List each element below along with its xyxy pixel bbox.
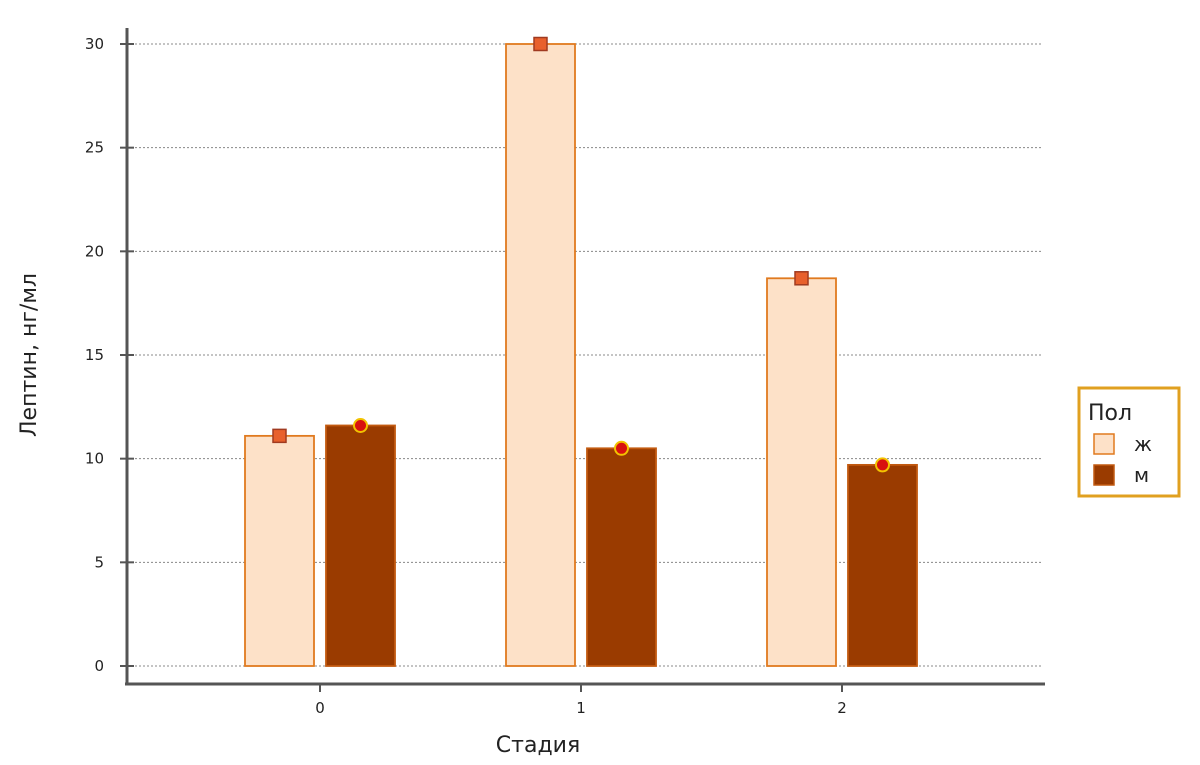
x-ticks: 0 1 2 (315, 684, 847, 717)
legend: Пол ж м (1077, 386, 1181, 498)
bar-m-2 (847, 463, 918, 667)
bar-m-1 (586, 447, 657, 667)
legend-title: Пол (1088, 401, 1132, 426)
markers (272, 36, 890, 473)
bar-zh-0 (244, 434, 315, 667)
point-zh-2 (794, 271, 809, 286)
point-m-0 (353, 417, 368, 433)
x-tick-label: 0 (315, 699, 325, 717)
x-tick-label: 2 (837, 699, 847, 717)
legend-label-zh: ж (1134, 432, 1152, 456)
y-tick-label: 0 (94, 657, 104, 675)
legend-swatch-m (1093, 464, 1115, 486)
y-axis-title: Лептин, нг/мл (17, 273, 42, 437)
y-tick-label: 30 (85, 35, 104, 53)
point-zh-0 (272, 428, 287, 444)
bar-m-0 (325, 424, 396, 667)
x-axis-title: Стадия (496, 733, 580, 758)
x-tick-label: 1 (576, 699, 586, 717)
point-m-1 (614, 440, 629, 456)
point-zh-1 (533, 36, 548, 52)
legend-swatch-zh (1093, 433, 1115, 455)
bar-zh-2 (766, 277, 837, 667)
y-tick-label: 10 (85, 450, 104, 468)
bar-zh-1 (505, 43, 576, 667)
legend-label-m: м (1134, 463, 1149, 487)
y-tick-label: 5 (94, 553, 104, 571)
point-m-2 (875, 457, 890, 473)
y-tick-label: 20 (85, 242, 104, 260)
bars (244, 43, 918, 667)
y-tick-label: 15 (85, 346, 104, 364)
y-tick-label: 25 (85, 139, 104, 157)
y-ticks: 0 5 10 15 20 25 30 (85, 35, 134, 675)
